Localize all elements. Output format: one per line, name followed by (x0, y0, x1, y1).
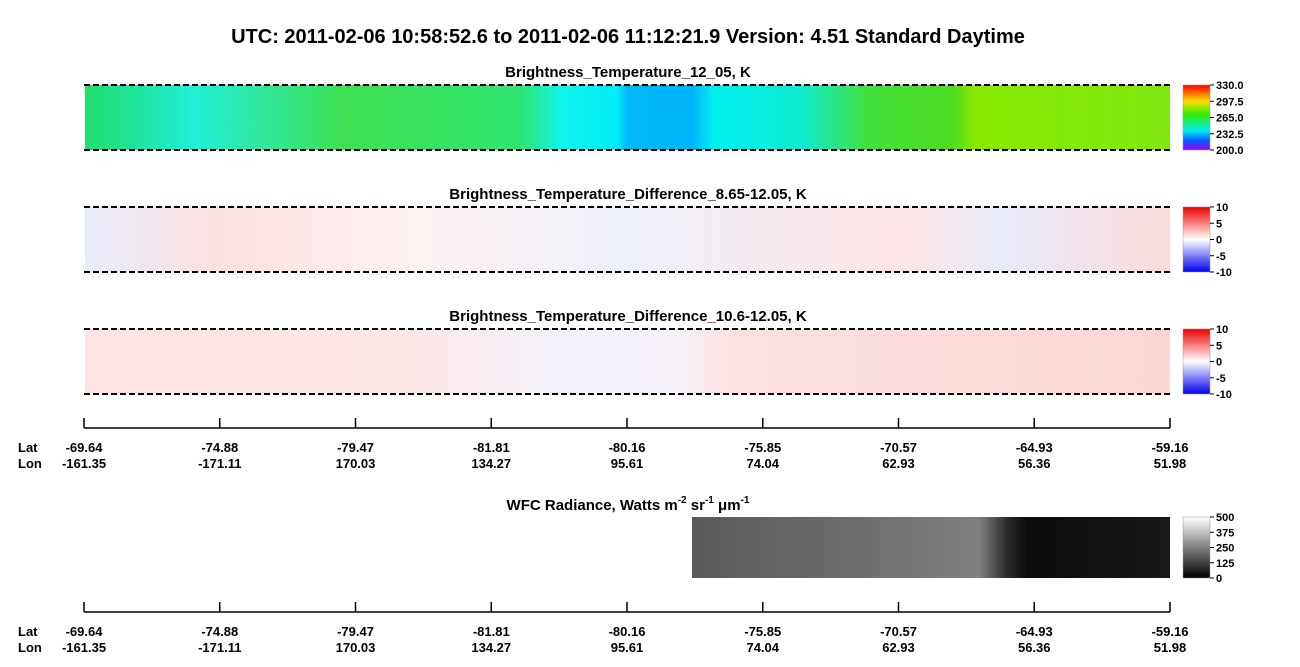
colorbar-label: 232.5 (1216, 129, 1244, 141)
colorbar (1182, 516, 1211, 579)
colorbar-label: -10 (1216, 389, 1232, 401)
colorbar-label: 200.0 (1216, 145, 1244, 157)
colorbar (1182, 84, 1211, 151)
superscript: -2 (678, 495, 687, 506)
title-part: μm (714, 497, 741, 514)
lat-tick-label: -80.16 (609, 624, 646, 639)
panel-title: Brightness_Temperature_Difference_8.65-1… (449, 186, 807, 203)
colorbar-label: 375 (1216, 527, 1234, 539)
colorbar-label: 0 (1216, 357, 1222, 369)
lon-tick-label: 95.61 (611, 456, 644, 471)
lat-tick-label: -79.47 (337, 440, 374, 455)
lon-tick-label: -161.35 (62, 640, 106, 655)
lat-tick-label: -81.81 (473, 624, 510, 639)
superscript: -1 (705, 495, 714, 506)
colorbar-label: -10 (1216, 267, 1232, 279)
lon-tick-label: 170.03 (336, 640, 376, 655)
lat-tick-label: -75.85 (744, 440, 781, 455)
panel-title: WFC Radiance, Watts m-2 sr-1 μm-1 (507, 495, 750, 514)
title-part: sr (687, 497, 706, 514)
lon-tick-label: 51.98 (1154, 640, 1187, 655)
image-strip (85, 85, 1170, 150)
lat-tick-label: -75.85 (744, 624, 781, 639)
figure-title: UTC: 2011-02-06 10:58:52.6 to 2011-02-06… (231, 26, 1025, 48)
lon-tick-label: 62.93 (882, 456, 915, 471)
lon-label: Lon (18, 456, 42, 471)
lat-tick-label: -74.88 (201, 624, 238, 639)
lon-tick-label: 56.36 (1018, 640, 1051, 655)
lat-tick-label: -80.16 (609, 440, 646, 455)
lat-tick-label: -74.88 (201, 440, 238, 455)
colorbar-label: 0 (1216, 573, 1222, 585)
lat-tick-label: -64.93 (1016, 624, 1053, 639)
colorbar (1182, 328, 1211, 395)
lon-tick-label: 134.27 (471, 640, 511, 655)
colorbar-label: 297.5 (1216, 96, 1244, 108)
lon-tick-label: 170.03 (336, 456, 376, 471)
lon-tick-label: 95.61 (611, 640, 644, 655)
lon-tick-label: -161.35 (62, 456, 106, 471)
lat-tick-label: -79.47 (337, 624, 374, 639)
colorbar-label: 10 (1216, 324, 1228, 336)
lon-tick-label: 56.36 (1018, 456, 1051, 471)
lon-tick-label: 134.27 (471, 456, 511, 471)
superscript: -1 (741, 495, 750, 506)
colorbar-label: 10 (1216, 202, 1228, 214)
lon-label: Lon (18, 640, 42, 655)
lon-tick-label: -171.11 (198, 640, 241, 655)
lat-tick-label: -70.57 (880, 440, 917, 455)
colorbar-label: 5 (1216, 340, 1222, 352)
colorbar-label: 5 (1216, 218, 1222, 230)
colorbar-label: 0 (1216, 235, 1222, 247)
title-part: WFC Radiance, Watts m (507, 497, 678, 514)
colorbar-label: 250 (1216, 543, 1234, 555)
lat-tick-label: -70.57 (880, 624, 917, 639)
lat-tick-label: -69.64 (66, 440, 104, 455)
image-strip (85, 207, 1170, 272)
image-strip (85, 329, 1170, 394)
lat-tick-label: -59.16 (1152, 624, 1189, 639)
lat-tick-label: -69.64 (66, 624, 104, 639)
colorbar-label: 500 (1216, 512, 1234, 524)
colorbar-label: 330.0 (1216, 80, 1244, 92)
lon-tick-label: 74.04 (746, 640, 779, 655)
colorbar (1182, 206, 1211, 273)
colorbar-label: 125 (1216, 558, 1234, 570)
lon-tick-label: 74.04 (746, 456, 779, 471)
lat-tick-label: -64.93 (1016, 440, 1053, 455)
lat-tick-label: -59.16 (1152, 440, 1189, 455)
panel-title: Brightness_Temperature_12_05, K (505, 64, 751, 81)
lon-tick-label: 62.93 (882, 640, 915, 655)
colorbar-label: 265.0 (1216, 113, 1244, 125)
lon-tick-label: -171.11 (198, 456, 241, 471)
colorbar-label: -5 (1216, 373, 1226, 385)
lat-tick-label: -81.81 (473, 440, 510, 455)
image-strip (692, 517, 1170, 578)
colorbar-label: -5 (1216, 251, 1226, 263)
lon-tick-label: 51.98 (1154, 456, 1187, 471)
panel-title: Brightness_Temperature_Difference_10.6-1… (449, 308, 807, 325)
lat-label: Lat (18, 624, 38, 639)
lat-label: Lat (18, 440, 38, 455)
